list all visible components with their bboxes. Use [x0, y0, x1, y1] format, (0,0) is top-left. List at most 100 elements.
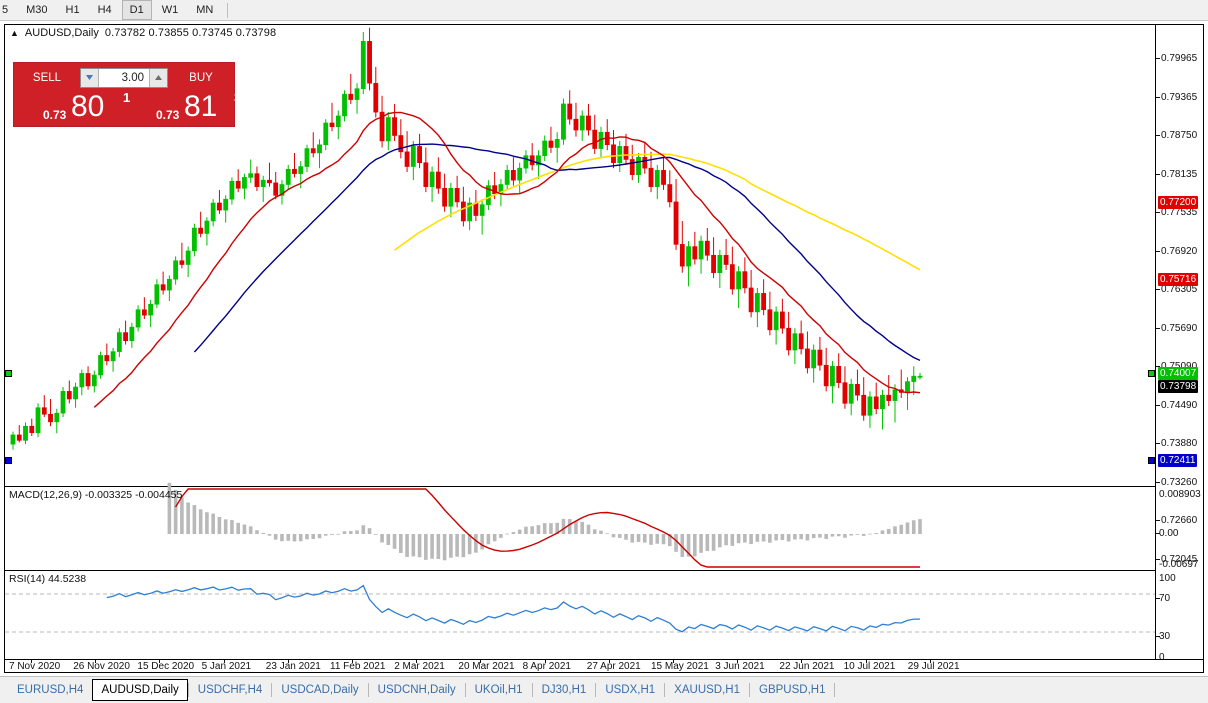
macd-bar [624, 534, 628, 540]
ma-fast-line [93, 111, 921, 408]
macd-bar [486, 534, 491, 545]
macd-bar [205, 512, 209, 534]
macd-bar [242, 524, 247, 534]
price-chart-svg [10, 27, 923, 450]
timeframe-mn[interactable]: MN [196, 4, 214, 16]
macd-bar [173, 489, 178, 534]
price-axis[interactable]: 0.79965 0.79365 0.78750 0.78135 0.77535 0.769… [1155, 25, 1203, 663]
price-tick [1156, 135, 1160, 136]
chart-ohlc-values: 0.73782 0.73855 0.73745 0.73798 [104, 27, 277, 39]
rsi-axis-30: 30 [1159, 631, 1171, 642]
price-badge-support-blue: 0.72411 [1158, 454, 1198, 467]
macd-bar [267, 534, 272, 536]
chart-ohlc-header: ▲ AUDUSD,Daily 0.73782 0.73855 0.73745 0… [10, 27, 276, 39]
timeframe-h4[interactable]: H4 [97, 4, 112, 16]
macd-bar [530, 526, 534, 534]
volume-input[interactable]: 3.00 [121, 71, 144, 84]
macd-bar [805, 534, 810, 541]
sell-button[interactable]: SELL [19, 67, 75, 88]
chart-tab-usdchf[interactable]: USDCHF,H4 [197, 684, 263, 696]
macd-bar [849, 534, 853, 536]
price-tick-label: 0.78750 [1161, 130, 1198, 141]
macd-bar [286, 534, 291, 541]
volume-decrease-icon[interactable] [81, 68, 99, 87]
macd-bar [424, 534, 428, 560]
date-tick [480, 660, 482, 663]
macd-bar [386, 534, 391, 545]
timeframe-w1[interactable]: W1 [161, 4, 179, 16]
price-tick-label: 0.73880 [1161, 438, 1198, 449]
timeframe-h1[interactable]: H1 [65, 4, 80, 16]
macd-bar [542, 523, 547, 534]
macd-bar [699, 534, 703, 553]
macd-bar [674, 534, 678, 552]
sell-price-display[interactable]: 0.73 80 1 [19, 89, 130, 123]
macd-bar [524, 526, 528, 534]
chart-symbol-label: AUDUSD,Daily [24, 27, 99, 39]
macd-bar [686, 534, 691, 557]
rsi-line [106, 584, 920, 633]
macd-bar [292, 534, 297, 542]
chart-tab-usdcnh[interactable]: USDCNH,Daily [377, 684, 456, 696]
macd-bar [617, 534, 622, 538]
date-axis[interactable]: 7 Nov 2020 26 Nov 2020 15 Dec 2020 5 Jan 20… [5, 659, 1203, 672]
macd-bar [824, 534, 828, 539]
price-tick-label: 0.76305 [1161, 284, 1198, 295]
chart-tab-audusd[interactable]: AUDUSD,Daily [92, 679, 188, 701]
macd-bar [461, 534, 466, 558]
hline-handle-green[interactable] [5, 370, 12, 377]
macd-axis-max: 0.008903 [1159, 489, 1201, 500]
volume-stepper[interactable]: 3.00 [80, 67, 168, 88]
macd-bar [893, 526, 897, 534]
collapse-triangle-icon[interactable]: ▲ [10, 27, 19, 38]
date-tick [801, 660, 803, 663]
price-tick [1156, 289, 1160, 290]
macd-bar [392, 534, 397, 549]
rsi-axis-70-tick [1156, 598, 1160, 599]
macd-bar [761, 534, 766, 542]
timeframe-m30[interactable]: M30 [26, 4, 48, 16]
macd-bar [261, 532, 266, 534]
chart-tab-gbpusd[interactable]: GBPUSD,H1 [759, 684, 826, 696]
macd-bar [911, 520, 916, 534]
macd-bar [505, 533, 509, 535]
chart-frame: ▲ AUDUSD,Daily 0.73782 0.73855 0.73745 0… [4, 24, 1204, 673]
chart-tab-eurusd[interactable]: EURUSD,H4 [17, 684, 84, 696]
chart-tab-ukoil[interactable]: UKOil,H1 [474, 684, 523, 696]
macd-bar [774, 534, 778, 541]
timeframe-m5[interactable]: 5 [2, 4, 9, 16]
tab-separator [187, 683, 189, 697]
price-tick-label: 0.73260 [1161, 476, 1198, 488]
chart-tab-usdcad[interactable]: USDCAD,Daily [281, 684, 359, 696]
macd-bar [411, 534, 416, 557]
timeframe-d1[interactable]: D1 [121, 0, 152, 20]
price-tick [1156, 58, 1160, 59]
chart-tab-usdx[interactable]: USDX,H1 [605, 684, 656, 696]
macd-bar [567, 519, 572, 534]
hline-handle-blue-right[interactable] [1148, 457, 1155, 464]
chart-tab-xauusd[interactable]: XAUUSD,H1 [674, 684, 740, 696]
macd-bar [192, 505, 197, 534]
hline-handle-blue[interactable] [5, 457, 12, 464]
tab-separator [834, 683, 836, 697]
macd-bar [430, 534, 434, 559]
macd-bar [217, 516, 222, 534]
rsi-svg [5, 584, 1155, 633]
macd-bar [374, 534, 378, 535]
buy-price-display[interactable]: 0.73 81 3 [126, 89, 241, 123]
macd-axis-zero: 0.00 [1159, 528, 1179, 539]
macd-bar [899, 524, 904, 534]
rsi-axis-70: 70 [1159, 593, 1171, 604]
macd-bar [399, 534, 403, 553]
date-tick [95, 660, 97, 663]
price-tick-label: 0.79365 [1161, 91, 1198, 103]
macd-bar [799, 534, 803, 540]
buy-price-point: 3 [234, 90, 242, 105]
volume-increase-icon[interactable] [149, 68, 167, 87]
hline-handle-green-right[interactable] [1148, 370, 1155, 377]
macd-bar [649, 534, 653, 545]
chart-tab-dj30[interactable]: DJ30,H1 [541, 684, 587, 696]
macd-histogram [167, 482, 922, 561]
buy-button[interactable]: BUY [173, 67, 229, 88]
price-tick [1156, 327, 1160, 329]
